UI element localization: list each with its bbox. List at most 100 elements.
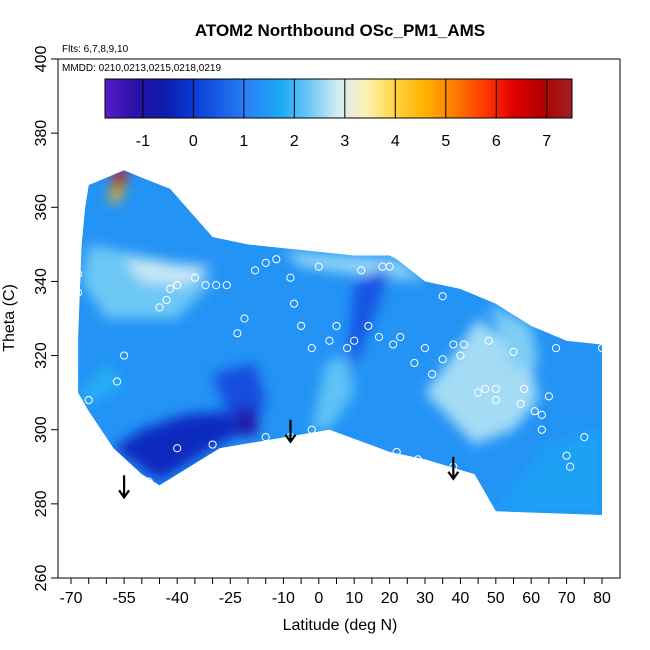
data-point — [73, 269, 83, 279]
y-axis-label: Theta (C) — [1, 284, 18, 352]
color-field — [78, 170, 602, 515]
data-point — [208, 440, 217, 449]
data-point — [144, 477, 153, 486]
dates-annotation: MMDD: 0210,0213,0215,0218,0219 — [62, 63, 221, 74]
data-point — [484, 336, 493, 345]
data-point — [325, 336, 334, 345]
data-point — [84, 395, 93, 405]
colorbar-tick-label: 4 — [391, 133, 400, 150]
region-center-dark-wedge — [332, 266, 390, 430]
colorbar-tick-label: 7 — [542, 133, 551, 150]
data-point — [307, 425, 316, 434]
data-point — [438, 292, 447, 301]
arrow-head — [447, 471, 460, 481]
data-point — [385, 262, 394, 271]
x-tick-label: 60 — [522, 590, 540, 607]
data-point — [537, 410, 546, 419]
data-point — [392, 447, 401, 457]
x-tick-label: -70 — [59, 590, 82, 607]
colorbar-tick-label: -1 — [136, 133, 150, 150]
data-point — [491, 384, 500, 394]
data-point — [537, 425, 546, 434]
data-point — [481, 384, 490, 394]
x-tick-label: 10 — [345, 590, 363, 607]
data-point — [190, 273, 199, 282]
y-tick-label: 320 — [33, 342, 50, 369]
field-regions — [78, 170, 602, 515]
x-tick-label: -40 — [166, 590, 189, 607]
x-tick-label: 70 — [558, 590, 576, 607]
data-point — [597, 344, 607, 353]
data-point — [459, 340, 469, 349]
colorbar-tick-label: 5 — [441, 133, 450, 150]
colorbar-tick-label: 1 — [239, 133, 248, 150]
data-point — [112, 377, 122, 386]
data-point — [474, 388, 483, 397]
data-point — [449, 340, 458, 349]
data-point — [307, 344, 316, 353]
data-point — [240, 314, 249, 323]
x-axis: -70 -55 -40 -25 -10 0 10 20 30 40 50 60 70 80 — [59, 577, 611, 607]
region-center-light-streak — [311, 355, 355, 430]
x-tick-label: 50 — [487, 590, 505, 607]
data-point — [374, 332, 384, 342]
data-point — [562, 451, 571, 460]
data-point — [120, 351, 129, 360]
data-point — [530, 407, 539, 416]
x-axis-label: Latitude (deg N) — [283, 617, 398, 634]
data-point — [166, 284, 175, 293]
region-far-west-warm — [109, 185, 125, 204]
flights-annotation: Flts: 6,7,8,9,10 — [62, 44, 129, 55]
field-group — [78, 170, 602, 515]
data-point — [396, 332, 405, 342]
y-tick-label: 260 — [33, 565, 50, 592]
data-point — [427, 370, 437, 379]
data-point — [357, 447, 366, 457]
data-point — [272, 255, 281, 264]
data-point — [343, 344, 352, 353]
data-point — [162, 295, 171, 305]
y-tick-label: 360 — [33, 194, 50, 221]
data-point — [544, 392, 554, 401]
region-low-min-core — [233, 407, 259, 438]
data-point — [212, 281, 221, 290]
data-point — [233, 329, 242, 338]
data-point — [364, 321, 373, 331]
region-east-lower — [495, 429, 602, 515]
data-point — [289, 299, 299, 308]
x-tick-label: -10 — [272, 590, 295, 607]
data-point — [314, 262, 323, 271]
data-point — [250, 266, 260, 275]
data-point — [580, 433, 589, 442]
arrow-head — [284, 434, 297, 444]
region-south-tongue-light — [124, 259, 213, 286]
data-point — [173, 444, 182, 453]
data-point — [173, 281, 182, 290]
data-point — [332, 436, 341, 445]
data-point — [222, 281, 231, 290]
y-tick-label: 380 — [33, 120, 50, 147]
data-point — [286, 273, 295, 282]
y-tick-label: 300 — [33, 416, 50, 443]
data-point — [438, 355, 447, 364]
observation-points — [73, 255, 607, 486]
data-point — [491, 395, 500, 405]
down-arrow-icon — [447, 456, 460, 481]
x-tick-label: 0 — [314, 590, 323, 607]
region-far-west-hot — [113, 170, 128, 193]
data-point — [456, 351, 465, 360]
colorbar — [104, 78, 573, 119]
arrow-head — [118, 489, 130, 500]
chart-title: ATOM2 Northbound OSc_PM1_AMS — [195, 21, 485, 40]
x-tick-label: -55 — [113, 590, 136, 607]
y-tick-label: 400 — [33, 46, 50, 73]
data-point — [420, 344, 430, 353]
colorbar-tick-label: 3 — [340, 133, 349, 150]
data-point — [261, 433, 270, 442]
data-point — [201, 281, 210, 290]
data-point — [410, 358, 419, 368]
data-point — [297, 321, 306, 331]
data-point — [566, 462, 575, 471]
data-point — [261, 258, 270, 267]
